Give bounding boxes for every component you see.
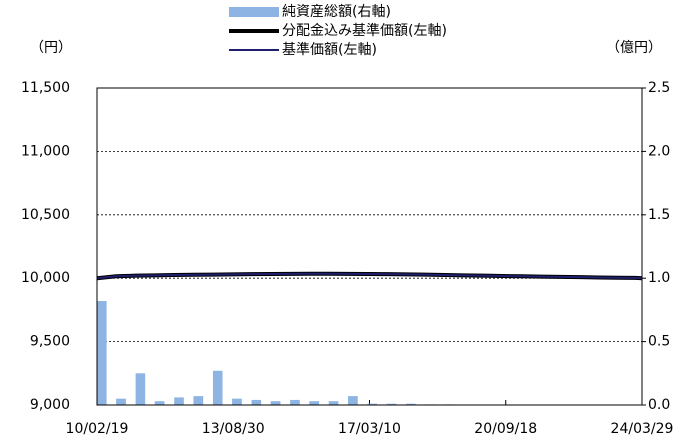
bar: [193, 396, 203, 405]
x-tick-label: 20/09/18: [474, 421, 537, 437]
y-tick-label: 9,500: [30, 334, 70, 350]
legend-swatch: [229, 7, 279, 17]
y-tick-label: 11,500: [21, 80, 70, 96]
y2-tick-label: 2.0: [648, 143, 670, 159]
bar: [290, 400, 300, 405]
bar: [97, 301, 107, 405]
y-tick-label: 10,000: [21, 270, 70, 286]
y2-unit-label: （億円）: [606, 40, 662, 56]
x-tick-label: 17/03/10: [338, 421, 401, 437]
y2-tick-label: 1.0: [648, 270, 670, 286]
bar: [252, 400, 262, 405]
bar: [213, 371, 223, 405]
legend-label: 分配金込み基準価額(左軸): [282, 22, 447, 39]
y2-tick-label: 2.5: [648, 80, 670, 96]
x-tick-label: 24/03/29: [611, 421, 674, 437]
y-tick-label: 10,500: [21, 207, 70, 223]
legend-label: 純資産総額(右軸): [282, 4, 391, 20]
y-unit-label: （円）: [30, 40, 72, 56]
y2-tick-label: 0.0: [648, 397, 670, 413]
bar: [174, 397, 184, 405]
bar: [232, 399, 242, 405]
bar: [136, 373, 146, 405]
bar: [116, 399, 126, 405]
bar: [271, 401, 281, 405]
bar: [329, 401, 339, 405]
plot-frame: [97, 88, 642, 405]
bar: [155, 401, 165, 405]
x-tick-label: 13/08/30: [202, 421, 265, 437]
y2-tick-label: 1.5: [648, 207, 670, 223]
bar: [348, 396, 358, 405]
legend-label: 基準価額(左軸): [282, 41, 377, 58]
bar: [309, 401, 319, 405]
y-tick-label: 9,000: [30, 397, 70, 413]
x-tick-label: 10/02/19: [66, 421, 129, 437]
y-tick-label: 11,000: [21, 143, 70, 159]
y2-tick-label: 0.5: [648, 334, 670, 350]
